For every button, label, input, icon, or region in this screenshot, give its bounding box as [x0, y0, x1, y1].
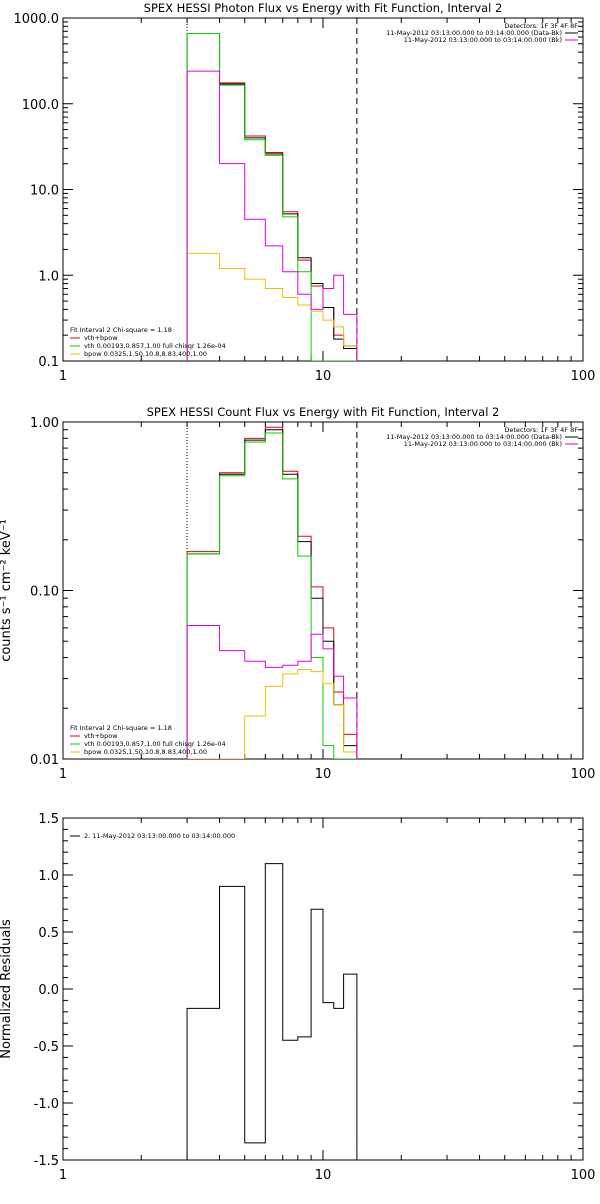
chart-panel-2: SPEX HESSI Count Flux vs Energy with Fit… — [0, 405, 595, 782]
x-tick-label: 1 — [59, 369, 67, 384]
x-tick-label: 100 — [571, 1168, 596, 1183]
y-tick-label: -1.5 — [34, 1154, 59, 1169]
legend-left: 2. 11-May-2012 03:13:00.000 to 03:14:00.… — [70, 832, 235, 840]
legend-entry: vth+bpow — [84, 732, 118, 740]
legend-entry: bpow 0.0325,1.50,10.8,8.83,400,1.00 — [84, 748, 207, 756]
y-axis: 0.1 1.0 10.0 100.0 1000.0 — [14, 12, 583, 370]
legend-entry: 2. 11-May-2012 03:13:00.000 to 03:14:00.… — [84, 832, 235, 840]
series-group — [186, 426, 358, 759]
legend-entry: 11-May-2012 03:13:00.000 to 03:14:00.000… — [386, 433, 562, 441]
series-line-4 — [186, 252, 358, 361]
series-line-3 — [186, 32, 357, 361]
legend-entry: Fit Interval 2 Chi-square = 1.18 — [70, 326, 172, 334]
legend-entry: Detectors: 1F 3F 4F 8F — [504, 426, 578, 434]
x-tick-label: 10 — [315, 1168, 332, 1183]
x-tick-label: 10 — [315, 767, 332, 782]
legend-entry: 11-May-2012 03:13:00.000 to 03:14:00.000… — [386, 29, 562, 37]
y-axis: -1.5 -1.0 -0.5 0.0 0.5 1.0 1.5 — [34, 812, 583, 1169]
legend-entry: 11-May-2012 03:13:00.000 to 03:14:00.000… — [404, 440, 562, 448]
legend-left: Fit Interval 2 Chi-square = 1.18vth+bpow… — [70, 326, 226, 358]
y-tick-label: 1.5 — [38, 812, 59, 827]
x-axis: 1 10 100 — [59, 818, 596, 1183]
legend-entry: vth 0.00193,0.857,1.00 full chisqr 1.26e… — [84, 740, 226, 748]
series-line-2 — [186, 32, 358, 361]
series-line-1 — [186, 863, 358, 1160]
legend-left: Fit Interval 2 Chi-square = 1.18vth+bpow… — [70, 724, 226, 756]
series-line-5 — [186, 70, 358, 361]
y-tick-label: 0.0 — [38, 983, 59, 998]
series-line-2 — [186, 429, 358, 759]
chart-panel-1: SPEX HESSI Photon Flux vs Energy with Fi… — [14, 1, 596, 384]
series-line-1 — [186, 426, 358, 759]
y-tick-label: -0.5 — [34, 1040, 59, 1055]
x-tick-label: 1 — [59, 1168, 67, 1183]
legend-entry: vth 0.00193,0.857,1.00 full chisqr 1.26e… — [84, 342, 226, 350]
y-axis: 0.01 0.10 1.00 — [30, 416, 583, 768]
chart-title: SPEX HESSI Photon Flux vs Energy with Fi… — [144, 1, 503, 15]
y-tick-label: 0.5 — [38, 926, 59, 941]
x-axis: 1 10 100 — [59, 422, 596, 782]
legend-entry: vth+bpow — [84, 334, 118, 342]
legend-entry: 11-May-2012 03:13:00.000 to 03:14:00.000… — [404, 36, 562, 44]
chart-title: SPEX HESSI Count Flux vs Energy with Fit… — [147, 405, 500, 419]
y-tick-label: 1.00 — [30, 416, 59, 431]
y-tick-label: 0.1 — [38, 355, 59, 370]
y-tick-label: 10.0 — [30, 184, 59, 199]
x-tick-label: 10 — [315, 369, 332, 384]
x-tick-label: 1 — [59, 767, 67, 782]
legend-entry: bpow 0.0325,1.50,10.8,8.83,400,1.00 — [84, 350, 207, 358]
series-group — [186, 863, 358, 1160]
y-tick-label: -1.0 — [34, 1097, 59, 1112]
y-tick-label: 1.0 — [38, 269, 59, 284]
y-axis-label: Normalized Residuals — [0, 919, 14, 1059]
chart-panel-3: Normalized Residuals 1 10 100 -1.5 -1.0 -0.5 0.… — [0, 812, 595, 1183]
legend-entry: Detectors: 1F 3F 4F 8F — [504, 22, 578, 30]
series-line-1 — [186, 32, 358, 361]
series-line-4 — [187, 668, 358, 759]
series-group — [186, 32, 358, 361]
y-tick-label: 0.01 — [30, 753, 59, 768]
series-line-5 — [186, 624, 358, 759]
y-tick-label: 1000.0 — [14, 12, 60, 27]
x-tick-label: 100 — [571, 767, 596, 782]
y-tick-label: 1.0 — [38, 869, 59, 884]
legend-entry: Fit Interval 2 Chi-square = 1.18 — [70, 724, 172, 732]
series-line-3 — [186, 432, 357, 759]
y-tick-label: 0.10 — [30, 585, 59, 600]
y-axis-label: counts s⁻¹ cm⁻² keV⁻¹ — [0, 519, 14, 662]
y-tick-label: 100.0 — [22, 98, 59, 113]
x-tick-label: 100 — [571, 369, 596, 384]
x-axis: 1 10 100 — [59, 18, 596, 384]
